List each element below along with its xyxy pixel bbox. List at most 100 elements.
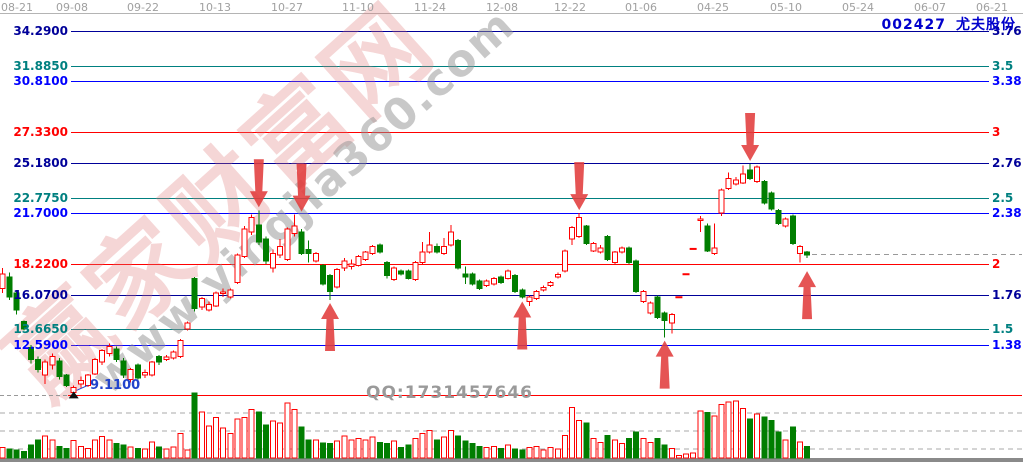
volume-bar [540,449,547,459]
candle-body [640,290,647,302]
candle-body [13,292,20,311]
volume-bar [319,442,326,459]
candle-body [497,276,504,284]
volume-bar [462,440,469,459]
volume-bar [205,425,212,459]
volume-bar [604,434,611,459]
candle-body [398,270,405,275]
candle-body [590,243,597,252]
stock-code: 002427 [881,17,946,33]
candle-body [804,251,811,256]
candle-body [561,250,568,272]
candle-body [227,289,234,298]
volume-bar [618,443,625,459]
candle-body [220,291,227,294]
candle-body [569,227,576,240]
candle-body [149,361,156,376]
volume-bar [234,418,241,459]
volume-bar [184,449,191,459]
volume-bar [497,447,504,459]
date-label: 06-07 [914,1,946,14]
watermark-qq-text: QQ:1731457646 [366,383,533,403]
volume-bar [611,439,618,459]
candle-body [35,358,42,370]
volume-bar [440,436,447,459]
volume-bar [84,447,91,459]
candle-body [633,260,640,292]
volume-bar [312,439,319,459]
volume-bar [469,443,476,459]
volume-bar [369,436,376,459]
candle-body [490,277,497,285]
candle-body [291,225,298,234]
candle-body [56,360,63,378]
volume-bar [70,439,77,459]
candle-body [319,264,326,285]
volume-bar [433,439,440,459]
volume-bar [376,441,383,459]
candle-body [462,273,469,278]
candle-body [348,263,355,268]
volume-bar [13,449,20,459]
candle-body [476,280,483,289]
candle-body [505,270,512,279]
volume-bar [754,413,761,459]
volume-bar [725,401,732,459]
volume-bar [298,426,305,459]
limit-day-dash [675,296,683,299]
volume-bar [327,443,334,459]
date-label: 08-21 [1,1,33,14]
volume-bar [747,418,754,459]
volume-bar [412,438,419,459]
volume-bar [255,411,262,459]
volume-bar [177,432,184,459]
candle-body [6,276,13,298]
candle-body [134,364,141,379]
candle-body [305,248,312,255]
candle-body [654,296,661,318]
candle-body [711,247,718,255]
volume-bar [170,446,177,459]
candle-body [789,215,796,245]
volume-bar [35,439,42,459]
date-label: 11-24 [414,1,446,14]
candle-body [298,231,305,255]
candle-body [20,321,27,330]
date-label: 09-22 [127,1,159,14]
candle-body [383,261,390,276]
volume-bar [782,439,789,459]
candle-body [49,355,56,366]
candle-body [768,192,775,210]
volume-bar [241,417,248,459]
date-label: 10-27 [271,1,303,14]
arrow-up-icon [655,340,674,389]
volume-bar [27,444,34,459]
volume-bar [213,417,220,459]
candle-body [376,244,383,253]
candle-body [526,296,533,302]
candle-body [433,245,440,253]
price-level-line [71,329,989,330]
price-level-line [71,295,989,296]
volume-bar [49,439,56,459]
candle-body [362,251,369,260]
arrow-down-icon [741,112,760,161]
volume-bar [248,408,255,459]
candle-body [747,169,754,179]
candle-body [618,247,625,253]
candle-body [448,231,455,246]
volume-bar [590,438,597,459]
volume-bar [99,436,106,459]
volume-bar [569,406,576,459]
volume-bar [732,400,739,459]
candle-body [626,247,633,263]
volume-bar [718,404,725,459]
volume-bar [455,435,462,459]
volume-bar [789,426,796,459]
volume-bar [405,444,412,459]
price-level-line [71,66,989,67]
candle-body [576,217,583,237]
volume-bar [661,444,668,459]
candle-body [732,179,739,185]
candle-body [341,260,348,269]
